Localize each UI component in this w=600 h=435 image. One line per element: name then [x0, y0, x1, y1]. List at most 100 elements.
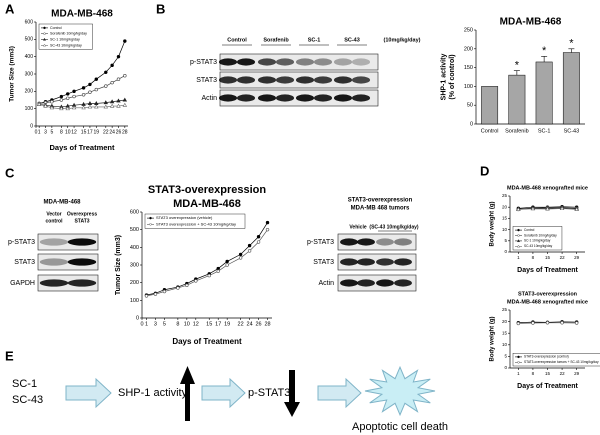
x-tick-label: 8	[532, 371, 535, 376]
blot-lane-label: Overexpress	[67, 211, 98, 217]
blot-row-label: STAT3	[313, 259, 334, 266]
data-point	[94, 87, 98, 92]
x-tick-label: 8	[60, 129, 63, 135]
data-point	[225, 263, 229, 267]
blot-band	[218, 76, 238, 84]
legend-marker	[43, 26, 46, 30]
blot-row-label: p-STAT3	[8, 239, 35, 246]
block-arrow	[65, 377, 112, 409]
blot-band	[313, 94, 333, 102]
y-tick-label: 300	[130, 262, 139, 268]
x-tick-label: 1	[517, 371, 520, 376]
data-point	[104, 84, 108, 88]
bar	[562, 52, 580, 125]
diagram-input: SC-1	[12, 378, 37, 390]
significance-mark: *	[542, 45, 547, 57]
blot-band	[394, 279, 412, 287]
blot-band	[351, 58, 371, 66]
x-tick-label: SC-1	[538, 128, 551, 134]
blot-lane-label: Sorafenib	[263, 37, 289, 43]
data-point	[81, 86, 86, 90]
blot-band	[351, 94, 371, 102]
x-tick-label: Control	[481, 128, 499, 134]
blot-band	[257, 58, 277, 66]
block-arrow	[201, 377, 246, 409]
legend-marker	[43, 32, 46, 35]
data-point	[71, 105, 77, 110]
y-axis-label: (% of control)	[449, 54, 456, 99]
blot-lane-label: Control	[227, 37, 247, 43]
y-tick-label: 600	[25, 19, 34, 25]
legend-marker	[516, 244, 521, 248]
data-point	[122, 102, 128, 107]
x-tick-label: 19	[224, 321, 230, 327]
x-tick-label: 28	[122, 129, 128, 135]
diagram-step: SHP-1 activity	[118, 387, 188, 399]
x-tick-label: 17	[87, 129, 93, 135]
blot-band	[394, 258, 412, 266]
blot-band	[67, 279, 97, 287]
panel-label: D	[480, 163, 489, 178]
y-tick-label: 0	[504, 365, 507, 370]
chart-title: STAT3-overexpression	[518, 291, 578, 297]
data-point	[36, 101, 42, 106]
blot-band	[295, 76, 315, 84]
x-axis-label: Days of Treatment	[172, 337, 242, 346]
blot-band	[357, 279, 375, 287]
down-arrow	[284, 370, 300, 417]
x-tick-label: 17	[215, 321, 221, 327]
y-tick-label: 200	[130, 280, 139, 286]
data-point	[72, 89, 76, 94]
data-point	[238, 256, 243, 260]
y-tick-label: 100	[464, 84, 473, 90]
data-point	[516, 321, 521, 326]
blot-band	[340, 258, 358, 266]
bar	[481, 86, 499, 125]
y-tick-label: 400	[130, 245, 139, 251]
data-point	[81, 93, 86, 97]
blot-band	[295, 58, 315, 66]
blot-row-label: GAPDH	[10, 280, 35, 287]
data-point	[116, 77, 121, 81]
x-tick-label: 5	[163, 321, 166, 327]
data-point	[176, 286, 180, 290]
x-tick-label: 29	[574, 371, 580, 376]
x-tick-label: 5	[50, 129, 53, 135]
data-point	[559, 206, 565, 211]
x-tick-label: 15	[81, 129, 87, 135]
data-point	[207, 273, 211, 278]
blot-row-label: p-STAT3	[190, 59, 217, 66]
blot-row-label: STAT3	[14, 259, 35, 266]
blot-title: STAT3-overexpression	[348, 198, 413, 204]
data-point	[265, 227, 270, 232]
y-tick-label: 200	[25, 89, 34, 95]
data-point	[94, 104, 99, 109]
blot-lane-label: (SC-43 10mg/kg/day)	[369, 224, 419, 230]
blot-band	[376, 238, 394, 246]
x-tick-label: 10	[65, 129, 71, 135]
legend-label: STAT3 overexpression (vehicle)	[156, 215, 213, 220]
block-arrow	[317, 377, 362, 409]
y-axis-label: SHP-1 activity	[441, 54, 448, 101]
y-tick-label: 600	[130, 209, 139, 215]
data-point	[162, 289, 167, 294]
y-axis-label: Tumor Size (mm3)	[115, 235, 122, 295]
data-point	[194, 279, 198, 283]
blot-band	[236, 94, 256, 102]
y-tick-label: 200	[464, 46, 473, 52]
diagram-outcome: Apoptotic cell death	[352, 421, 448, 433]
data-point	[103, 100, 109, 105]
x-tick-label: 22	[560, 255, 566, 260]
data-point	[66, 92, 70, 96]
x-tick-label: 22	[560, 371, 566, 376]
blot-band	[394, 238, 412, 246]
x-tick-label: 19	[93, 129, 99, 135]
y-axis-label: Tumor Size (mm3)	[9, 46, 16, 102]
data-point	[59, 98, 64, 102]
data-point	[516, 207, 521, 211]
chart-title: MDA-MB-468	[51, 9, 113, 20]
x-tick-label: 15	[545, 371, 551, 376]
blot-title: MDA-MB 468 tumors	[351, 206, 410, 212]
x-tick-label: 22	[103, 129, 109, 135]
chart-title: MDA-MB-468 xenografted mice	[507, 299, 588, 305]
